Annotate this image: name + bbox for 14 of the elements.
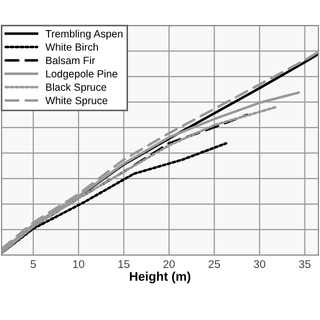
x-tick-label: 5: [30, 260, 36, 268]
x-tick-label: 25: [208, 260, 220, 268]
legend-label: Trembling Aspen: [46, 30, 122, 40]
x-tick-label: 20: [163, 260, 175, 268]
legend-label: Balsam Fir: [46, 56, 95, 64]
x-tick-label: 30: [254, 260, 266, 268]
x-tick-label: 35: [299, 260, 311, 268]
legend-label: White Birch: [45, 43, 98, 51]
x-axis-title: Height (m): [130, 272, 190, 284]
legend-label: Black Spruce: [46, 83, 106, 93]
legend-label: White Spruce: [45, 96, 108, 106]
x-tick-label: 10: [73, 260, 84, 268]
legend-label: Lodgepole Pine: [46, 70, 118, 80]
x-tick-label: 15: [118, 260, 130, 268]
